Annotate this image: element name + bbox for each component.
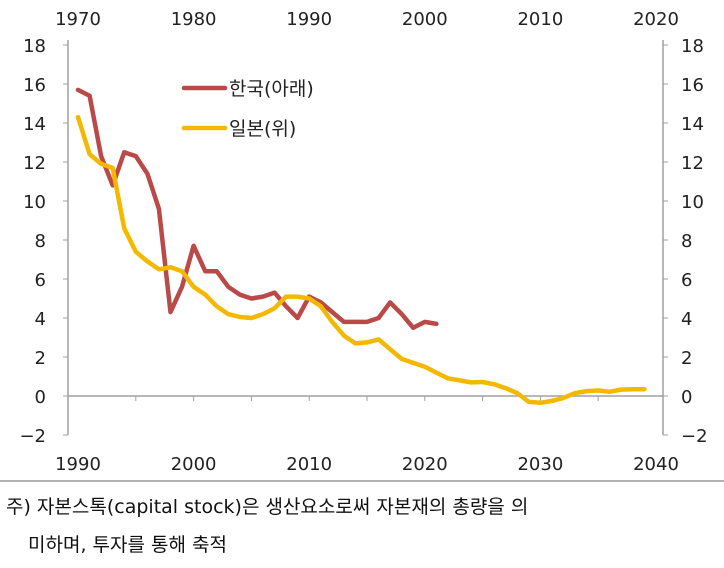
y-tick-label-right: 2 bbox=[681, 348, 692, 369]
x-bottom-tick-label: 2020 bbox=[402, 454, 448, 475]
x-top-tick-label: 2010 bbox=[517, 9, 563, 30]
x-bottom-tick-label: 2000 bbox=[171, 454, 217, 475]
y-tick-label-right: 0 bbox=[681, 387, 692, 408]
x-bottom-tick-label: 2010 bbox=[286, 454, 332, 475]
x-top-tick-label: 1970 bbox=[55, 9, 101, 30]
y-tick-label-left: 4 bbox=[35, 309, 46, 330]
y-tick-label-right: 8 bbox=[681, 231, 692, 252]
x-top-tick-label: 1980 bbox=[171, 9, 217, 30]
y-tick-label-left: 0 bbox=[35, 387, 46, 408]
y-tick-label-right: 18 bbox=[681, 36, 704, 57]
footnote-line-2: 미하며, 투자를 통해 축적 bbox=[28, 534, 227, 556]
y-tick-label-left: 12 bbox=[23, 153, 46, 174]
y-tick-label-right: 14 bbox=[681, 114, 704, 135]
y-tick-label-left: 18 bbox=[23, 36, 46, 57]
x-top-tick-label: 2000 bbox=[402, 9, 448, 30]
y-tick-label-left: 2 bbox=[35, 348, 46, 369]
series-line-japan bbox=[75, 114, 647, 406]
x-bottom-tick-label: 1990 bbox=[55, 454, 101, 475]
y-tick-label-right: 4 bbox=[681, 309, 692, 330]
footnote-line-1: 주) 자본스톡(capital stock)은 생산요소로써 자본재의 총량을 … bbox=[6, 496, 529, 518]
y-tick-label-left: 10 bbox=[23, 192, 46, 213]
y-tick-label-right: 10 bbox=[681, 192, 704, 213]
y-tick-label-left: 8 bbox=[35, 231, 46, 252]
legend-label: 한국(아래) bbox=[229, 78, 314, 100]
legend-label: 일본(위) bbox=[229, 118, 296, 140]
y-tick-label-left: 14 bbox=[23, 114, 46, 135]
y-tick-label-right: 6 bbox=[681, 270, 692, 291]
y-tick-label-left: −2 bbox=[19, 426, 46, 447]
x-top-tick-label: 2020 bbox=[633, 9, 679, 30]
x-top-tick-label: 1990 bbox=[286, 9, 332, 30]
y-tick-label-left: 6 bbox=[35, 270, 46, 291]
y-tick-label-left: 16 bbox=[23, 75, 46, 96]
y-tick-label-right: 16 bbox=[681, 75, 704, 96]
x-bottom-tick-label: 2040 bbox=[633, 454, 679, 475]
y-tick-label-right: 12 bbox=[681, 153, 704, 174]
x-bottom-tick-label: 2030 bbox=[517, 454, 563, 475]
y-tick-label-right: −2 bbox=[681, 426, 708, 447]
series-line-korea bbox=[75, 87, 439, 331]
